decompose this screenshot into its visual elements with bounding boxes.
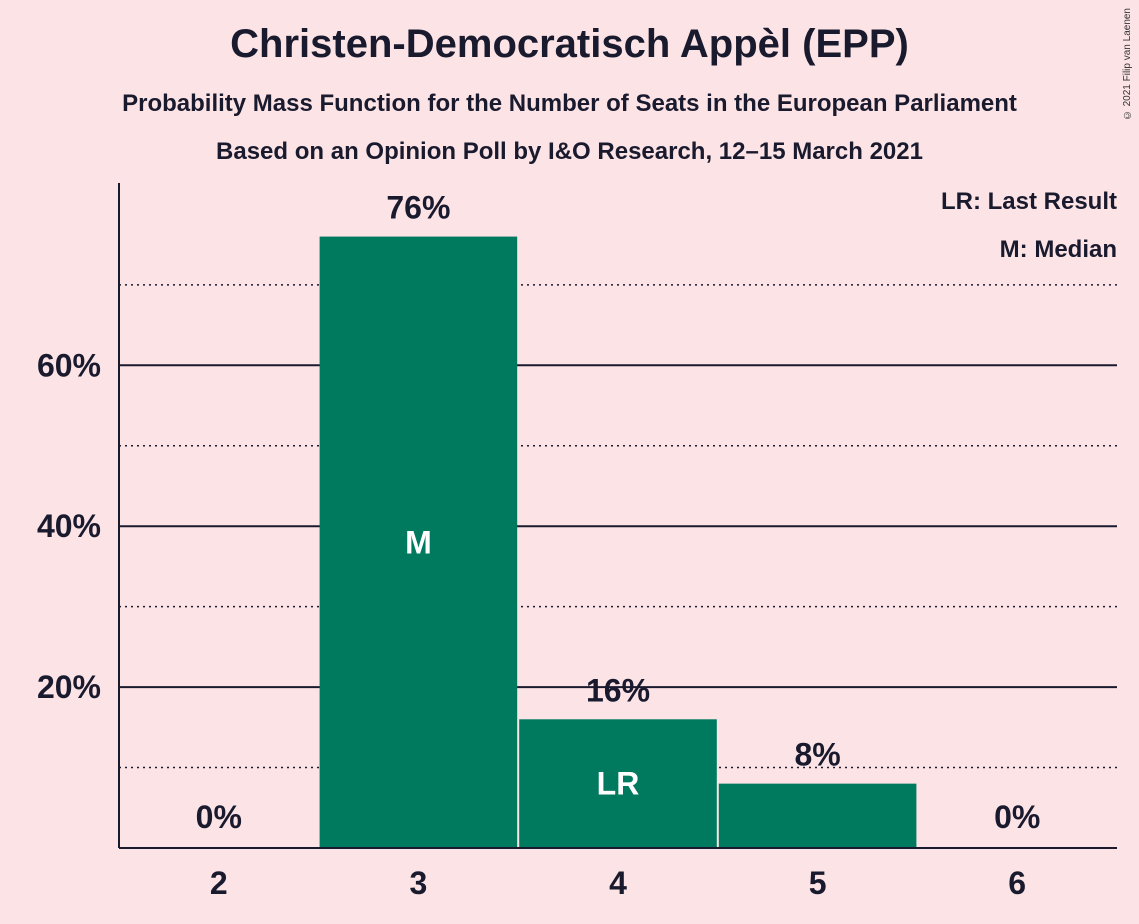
x-tick-label: 3 (410, 865, 428, 901)
bar-value-label: 16% (586, 672, 650, 708)
labels: 0% 2 76% M 3 16% LR 4 8% 5 0% 6 (196, 190, 1041, 901)
bar-value-label: 0% (196, 799, 242, 835)
gridlines: 20% 40% 60% (37, 284, 1117, 769)
bar (519, 719, 717, 848)
bar-marker-label: M (405, 524, 432, 560)
bar-marker-label: LR (597, 766, 640, 802)
y-tick-label: 20% (37, 669, 101, 705)
legend-median: M: Median (1000, 236, 1117, 263)
bar-value-label: 0% (994, 799, 1040, 835)
y-tick-label: 60% (37, 347, 101, 383)
bar (319, 236, 518, 848)
x-tick-label: 5 (809, 865, 827, 901)
y-tick-label: 40% (37, 508, 101, 544)
chart-subtitle: Probability Mass Function for the Number… (122, 90, 1017, 117)
bar (718, 783, 917, 848)
x-tick-label: 4 (609, 865, 627, 901)
bar-value-label: 8% (794, 737, 840, 773)
chart-title: Christen-Democratisch Appèl (EPP) (230, 22, 909, 66)
bars (319, 236, 917, 848)
bar-value-label: 76% (386, 190, 450, 226)
x-tick-label: 2 (210, 865, 228, 901)
legend-last-result: LR: Last Result (941, 188, 1117, 215)
x-tick-label: 6 (1008, 865, 1026, 901)
chart-subtitle-source: Based on an Opinion Poll by I&O Research… (216, 138, 923, 165)
